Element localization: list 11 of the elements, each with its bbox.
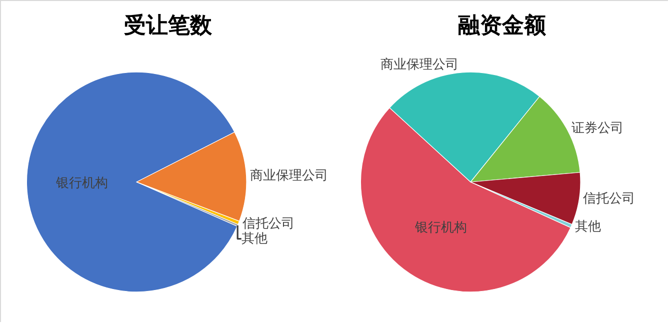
slice-label: 证券公司 bbox=[571, 121, 624, 136]
slice-label: 其他 bbox=[241, 231, 268, 246]
chart-title: 受让笔数 bbox=[124, 12, 213, 38]
slice-label: 其他 bbox=[575, 220, 602, 235]
slice-label: 商业保理公司 bbox=[250, 168, 328, 184]
slice-label: 银行机构 bbox=[414, 220, 467, 236]
slice-label: 信托公司 bbox=[242, 216, 294, 232]
chart-title: 融资金额 bbox=[458, 12, 547, 38]
slice-label: 银行机构 bbox=[55, 176, 108, 192]
slice-label: 信托公司 bbox=[582, 192, 635, 207]
slice-label: 商业保理公司 bbox=[380, 57, 459, 72]
